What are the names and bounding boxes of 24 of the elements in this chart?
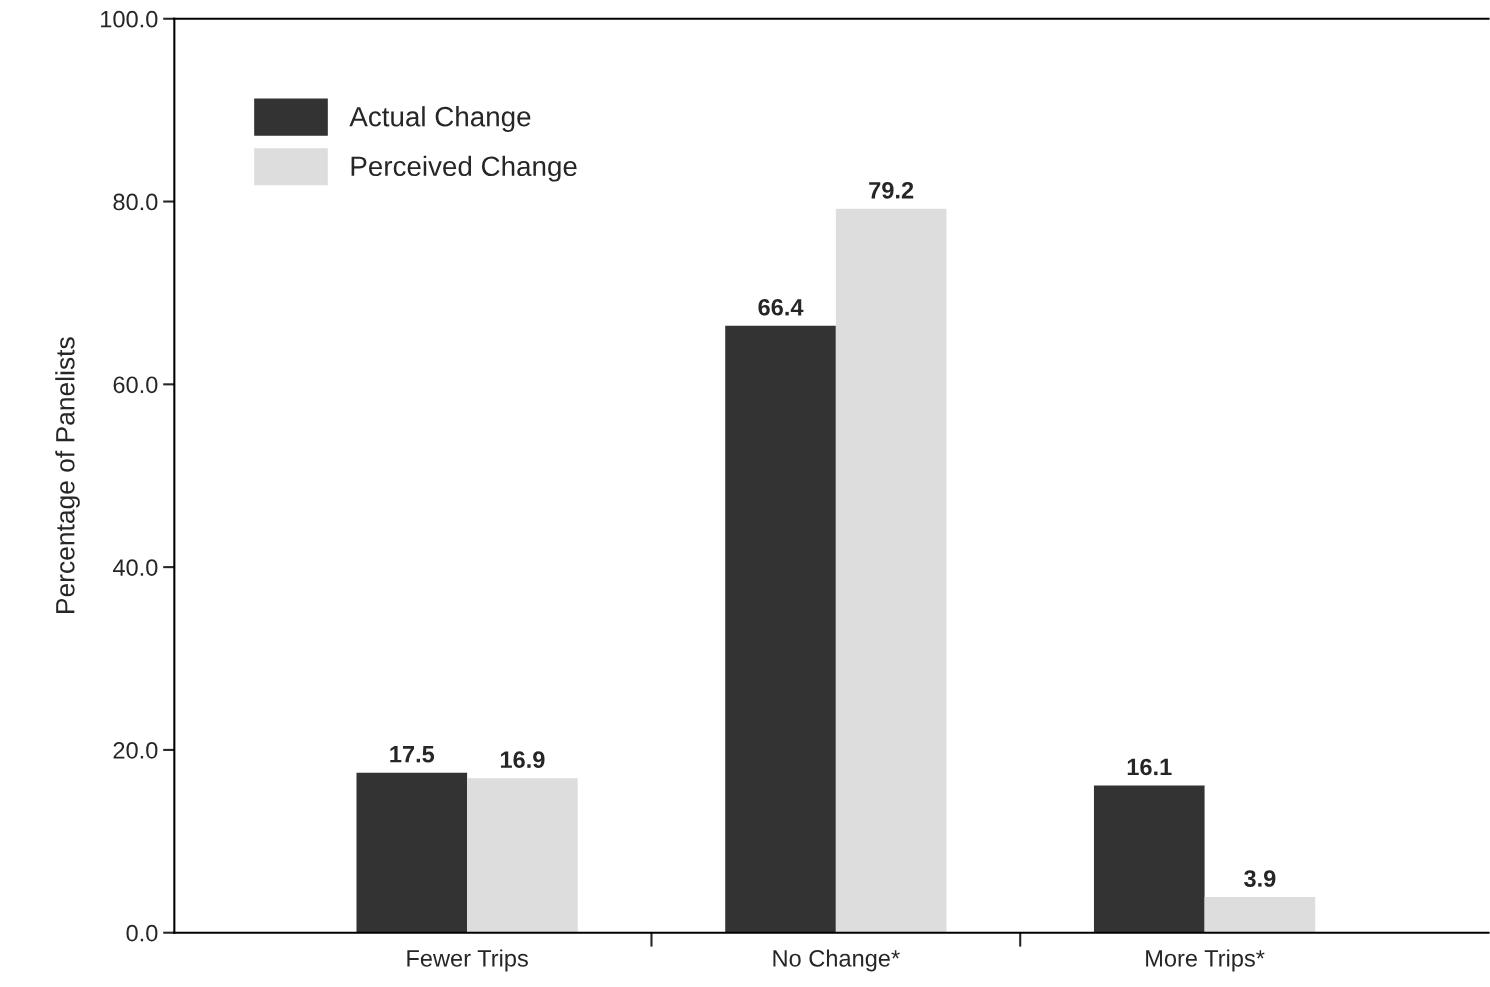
bar [1093, 785, 1205, 933]
data-label: 66.4 [758, 298, 804, 316]
y-tick-label: 40.0 [112, 559, 158, 576]
x-tick-label: Fewer Trips [407, 949, 528, 972]
data-label: 79.2 [869, 181, 914, 199]
bar [835, 208, 947, 933]
bar [1204, 897, 1316, 933]
y-tick-label: 0.0 [126, 924, 158, 942]
x-tick-label: No Change* [773, 949, 900, 972]
legend-label: Actual Change [349, 106, 531, 133]
y-tick-label: 60.0 [113, 376, 158, 394]
legend-label: Perceived Change [351, 155, 577, 182]
y-tick-label: 100.0 [101, 10, 158, 28]
y-tick-label: 20.0 [113, 741, 158, 759]
x-tick-label: More Trips* [1146, 949, 1265, 972]
y-tick-label: 80.0 [113, 193, 158, 211]
bar [467, 778, 578, 933]
data-label: 3.9 [1244, 870, 1276, 887]
data-label: 17.5 [390, 746, 435, 763]
y-axis-title: Percentage of Panelists [55, 337, 80, 613]
data-label: 16.9 [500, 751, 545, 769]
bar [356, 772, 468, 933]
data-label: 16.1 [1127, 758, 1172, 776]
bar [725, 325, 836, 933]
